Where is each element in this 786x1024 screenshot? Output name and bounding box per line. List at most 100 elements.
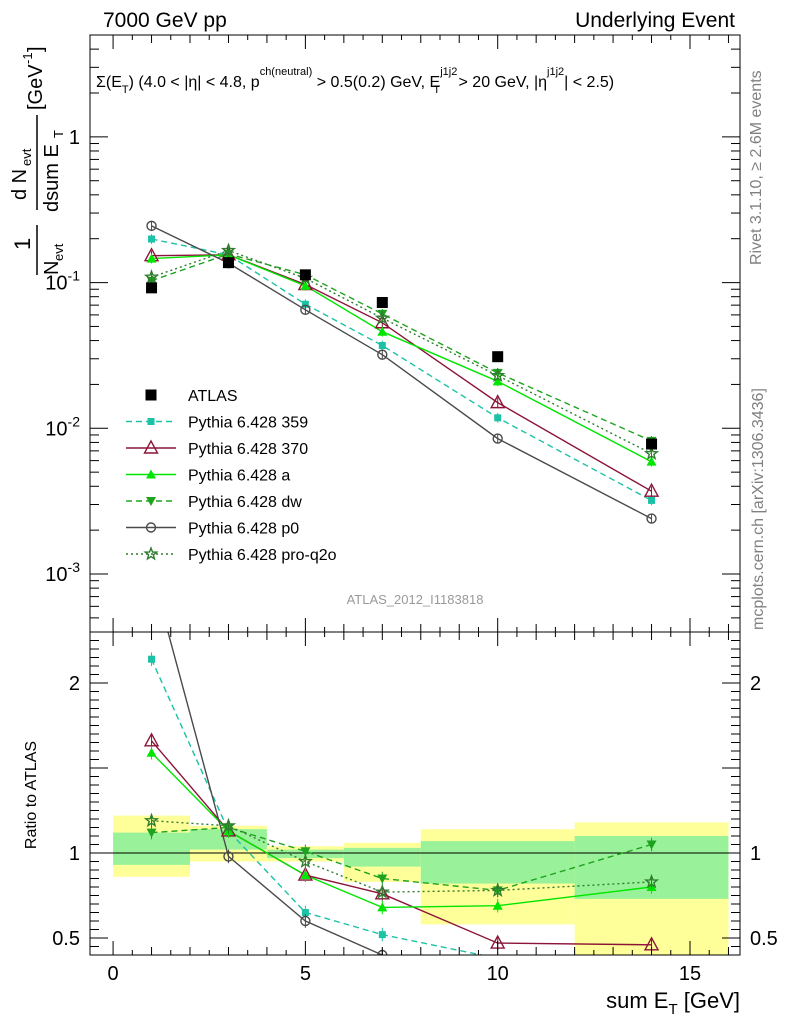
series-line-2 [151, 254, 652, 463]
marker-triangle-down [377, 874, 388, 884]
marker-circle-open [223, 851, 234, 862]
marker-square [378, 341, 386, 349]
ratio-y-tick-label: 2 [69, 673, 80, 695]
x-tick-label: 5 [300, 963, 311, 985]
ratio-y-tick-label-right: 0.5 [750, 928, 778, 950]
legend-label: Pythia 6.428 a [188, 468, 290, 485]
marker-circle-open [646, 513, 657, 524]
legend-entry-1: Pythia 6.428 370 [126, 439, 308, 458]
marker-circle-open [145, 522, 157, 533]
ratio-y-axis-label: Ratio to ATLAS [23, 741, 40, 849]
marker-star-open [143, 546, 159, 561]
marker-triangle [146, 253, 157, 263]
marker-circle-open [147, 566, 156, 575]
marker-star-open [374, 884, 390, 899]
marker-triangle [146, 469, 156, 479]
analysis-watermark: ATLAS_2012_I1183818 [347, 592, 484, 607]
marker-triangle-open [143, 439, 159, 454]
marker-circle-open [492, 433, 503, 444]
marker-square [148, 655, 156, 663]
marker-square [148, 235, 156, 243]
marker-triangle [377, 902, 388, 912]
ratio-y-tick-label-right: 2 [750, 673, 761, 695]
marker-triangle [300, 280, 311, 290]
legend: ATLAS Pythia 6.428 359 Pythia 6.428 370 Pyt… [126, 388, 337, 564]
legend-entry-4: Pythia 6.428 p0 [126, 521, 299, 538]
marker-triangle-open [490, 394, 506, 409]
marker-data [376, 296, 388, 308]
legend-entry-3: Pythia 6.428 dw [126, 494, 302, 511]
plot-title: Σ(ET) (4.0 < |η| < 4.8, pch(neutral) > 0… [96, 66, 614, 96]
series-line-4 [151, 225, 652, 520]
marker-square [494, 414, 502, 422]
rivet-label: Rivet 3.1.10, ≥ 2.6M events [748, 70, 765, 265]
marker-star-open [490, 882, 506, 897]
marker-star-open [220, 817, 237, 833]
marker-triangle-down [146, 497, 156, 506]
marker-square [648, 496, 656, 504]
marker-data [146, 282, 158, 294]
ratio-y-tick-label: 0.5 [52, 928, 80, 950]
legend-entry-0: Pythia 6.428 359 [126, 415, 308, 432]
marker-star-open [220, 242, 237, 258]
marker-star-open [643, 873, 660, 889]
series-markers [143, 220, 660, 975]
legend-entry-data: ATLAS [145, 388, 238, 405]
marker-square [378, 931, 386, 939]
main-frame [89, 34, 741, 633]
x-tick-label: 10 [487, 963, 509, 985]
y-tick-label: 10-3 [45, 559, 80, 586]
ratio-line-3 [151, 826, 652, 892]
marker-triangle-down [646, 840, 657, 850]
legend-label: Pythia 6.428 p0 [188, 521, 299, 538]
ratio-y-tick-label-right: 1 [750, 843, 761, 865]
marker-triangle-down [146, 828, 157, 838]
legend-label-data: ATLAS [188, 388, 238, 405]
svg-text:dsum E: dsum E [41, 144, 63, 212]
svg-text:]: ] [25, 46, 47, 52]
marker-star-open [297, 853, 314, 869]
marker-circle-open [146, 220, 157, 232]
marker-square [147, 418, 155, 425]
ratio-y-tick-label: 1 [69, 843, 80, 865]
axes: 0 5 10 15 10-3 10-2 10-1 1 0.5 0.5 1 1 2 2 [45, 34, 778, 985]
legend-label: Pythia 6.428 370 [188, 441, 308, 458]
marker-star-open [143, 269, 160, 284]
marker-star-open [374, 310, 390, 325]
marker-circle-open [300, 304, 311, 316]
legend-label: Pythia 6.428 dw [188, 494, 302, 511]
mcplots-label: mcplots.cern.ch [arXiv:1306.3436] [750, 388, 767, 630]
marker-circle-open [300, 915, 311, 927]
band-inner [343, 847, 421, 867]
marker-triangle [492, 376, 503, 386]
marker-data [646, 438, 658, 450]
series-line-0 [151, 238, 652, 502]
marker-triangle-down [300, 847, 311, 857]
marker-triangle-open [643, 482, 660, 497]
marker-data [222, 257, 234, 269]
x-tick-label: 0 [108, 963, 119, 985]
marker-star-open [643, 445, 660, 461]
svg-text:d N: d N [9, 169, 31, 200]
svg-text:evt: evt [51, 243, 66, 261]
marker-triangle [146, 747, 157, 757]
svg-text:[GeV: [GeV [25, 64, 47, 110]
svg-text:-1: -1 [20, 52, 35, 64]
band-inner [190, 829, 267, 850]
marker-triangle [492, 900, 503, 910]
header-left: 7000 GeV pp [103, 9, 227, 32]
ratio-line-1 [150, 740, 652, 946]
marker-circle-open [647, 966, 656, 975]
marker-star-open [143, 812, 160, 828]
series-lines [150, 225, 652, 955]
marker-data [299, 269, 311, 281]
marker-data [492, 351, 504, 363]
marker-triangle [377, 326, 388, 336]
svg-text:1: 1 [10, 238, 35, 250]
series-line-3 [151, 253, 652, 442]
y-tick-label: 1 [69, 127, 80, 149]
legend-entry-2: Pythia 6.428 a [126, 468, 290, 485]
x-axis-label: sum ET [GeV] [606, 988, 740, 1018]
